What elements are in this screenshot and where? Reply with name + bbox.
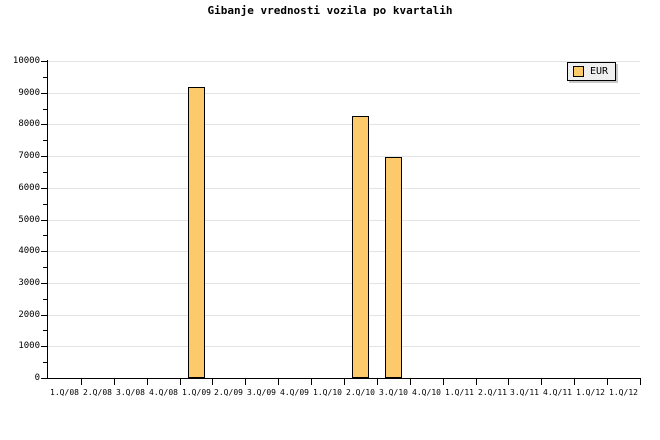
gridline [48,61,640,62]
x-axis-tick-label: 1.Q/12 [576,388,605,397]
chart-title: Gibanje vrednosti vozila po kvartalih [207,4,453,17]
gridline [48,188,640,189]
x-tick [278,379,279,385]
x-tick [541,379,542,385]
y-axis-tick-label: 1000 [18,341,40,351]
x-tick [344,379,345,385]
x-tick [114,379,115,385]
gridline [48,93,640,94]
x-tick [81,379,82,385]
x-axis-tick-label: 3.Q/10 [379,388,408,397]
legend-label-eur: EUR [590,66,609,77]
y-tick-minor [43,172,48,173]
plot-area [48,61,640,379]
x-axis-tick-label: 2.Q/08 [83,388,112,397]
x-tick [147,379,148,385]
y-axis-tick-label: 6000 [18,183,40,193]
x-axis-tick-label: 1.Q/11 [445,388,474,397]
x-tick [410,379,411,385]
y-axis-line [47,60,48,379]
y-axis-labels: 0 1000 2000 3000 4000 5000 6000 7000 8000 9000 100… [0,0,40,440]
bar[interactable] [385,157,402,378]
y-tick-minor [43,362,48,363]
x-tick [245,379,246,385]
y-tick-minor [43,330,48,331]
x-axis-tick-label: 1.Q/10 [313,388,342,397]
x-axis-tick-label: 3.Q/08 [116,388,145,397]
y-tick-minor [43,235,48,236]
legend-swatch-eur [573,66,584,77]
y-axis-tick-label: 8000 [18,119,40,129]
x-tick [212,379,213,385]
y-tick-major [41,315,48,316]
y-tick-minor [43,109,48,110]
y-tick-major [41,93,48,94]
gridline [48,220,640,221]
gridline [48,346,640,347]
x-tick [377,379,378,385]
x-axis-tick-label: 1.Q/09 [182,388,211,397]
y-tick-major [41,188,48,189]
y-axis-tick-label: 7000 [18,151,40,161]
y-tick-major [41,124,48,125]
y-tick-minor [43,77,48,78]
x-axis-tick-label: 3.Q/09 [247,388,276,397]
y-axis-tick-label: 0 [34,373,40,383]
x-tick [640,379,641,385]
y-tick-major [41,251,48,252]
gridline [48,124,640,125]
x-axis-tick-label: 1.Q/12 [609,388,638,397]
y-tick-major [41,283,48,284]
x-axis-tick-label: 4.Q/09 [280,388,309,397]
gridline [48,251,640,252]
y-tick-minor [43,267,48,268]
y-tick-major [41,156,48,157]
gridline [48,156,640,157]
x-axis-tick-label: 3.Q/11 [510,388,539,397]
y-tick-major [41,346,48,347]
chart-legend[interactable]: EUR [567,62,617,81]
y-axis-tick-label: 9000 [18,88,40,98]
y-tick-major [41,220,48,221]
x-axis-tick-label: 4.Q/08 [149,388,178,397]
y-tick-minor [43,140,48,141]
y-tick-major [41,378,48,379]
gridline [48,283,640,284]
y-tick-minor [43,204,48,205]
x-tick [180,379,181,385]
y-axis-tick-label: 10000 [12,56,40,66]
x-axis-tick-label: 4.Q/11 [543,388,572,397]
x-axis-line [47,378,641,379]
x-tick [574,379,575,385]
bar[interactable] [352,116,369,378]
y-axis-tick-label: 5000 [18,215,40,225]
y-axis-tick-label: 4000 [18,246,40,256]
x-tick [443,379,444,385]
x-tick [476,379,477,385]
x-axis-tick-label: 4.Q/10 [412,388,441,397]
x-tick [311,379,312,385]
bar[interactable] [188,87,205,378]
x-axis-tick-label: 2.Q/11 [478,388,507,397]
x-axis-tick-label: 2.Q/09 [214,388,243,397]
x-axis-tick-label: 1.Q/08 [50,388,79,397]
x-tick [607,379,608,385]
y-tick-major [41,61,48,62]
x-axis-tick-label: 2.Q/10 [346,388,375,397]
y-axis-tick-label: 3000 [18,278,40,288]
x-tick [508,379,509,385]
gridline [48,315,640,316]
y-tick-minor [43,299,48,300]
y-axis-tick-label: 2000 [18,310,40,320]
